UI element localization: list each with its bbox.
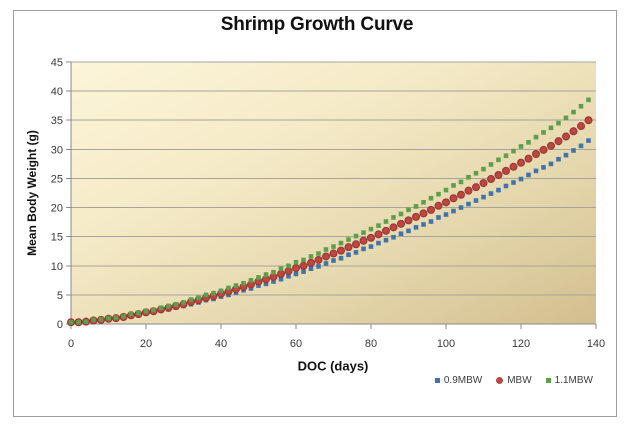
y-tick-label: 35 [51,115,63,127]
legend-marker-square [434,377,440,383]
x-tick-label: 140 [587,338,605,350]
x-tick-label: 40 [215,338,227,350]
y-tick-label: 45 [51,57,63,69]
legend-label: 1.1MBW [554,374,593,386]
chart-title: Shrimp Growth Curve [220,14,414,35]
y-tick-label: 0 [57,319,63,331]
y-tick-label: 5 [57,290,63,302]
legend: 0.9MBW MBW 1.1MBW [434,373,593,387]
plot-background [71,62,596,324]
legend-item-mbw: MBW [496,374,532,386]
x-tick-label: 20 [140,338,152,350]
y-tick-label: 30 [51,144,63,156]
x-tick-label: 80 [365,338,377,350]
y-axis-title: Mean Body Weight (g) [25,130,39,256]
x-axis-title: DOC (days) [297,358,369,374]
x-tick-label: 60 [290,338,302,350]
y-tick-label: 15 [51,232,63,244]
y-tick-label: 25 [51,173,63,185]
legend-marker-circle [496,376,504,384]
y-tick-label: 40 [51,86,63,98]
legend-label: 0.9MBW [443,374,483,386]
x-tick-label: 120 [512,338,530,350]
x-tick-label: 100 [437,338,455,350]
x-tick-label: 0 [68,338,74,350]
legend-item-0.9mbw: 0.9MBW [434,374,483,386]
legend-marker-square [545,377,551,383]
y-tick-label: 20 [51,203,63,215]
series-1.1mbw [68,97,591,325]
y-tick-label: 10 [51,261,63,273]
y-axis: 0 5 10 15 20 25 30 35 40 45 [51,57,71,331]
legend-item-1.1mbw: 1.1MBW [545,374,593,386]
x-axis: 0 20 40 60 80 100 120 140 [68,324,605,350]
legend-label: MBW [507,374,532,386]
gridlines [71,61,596,325]
